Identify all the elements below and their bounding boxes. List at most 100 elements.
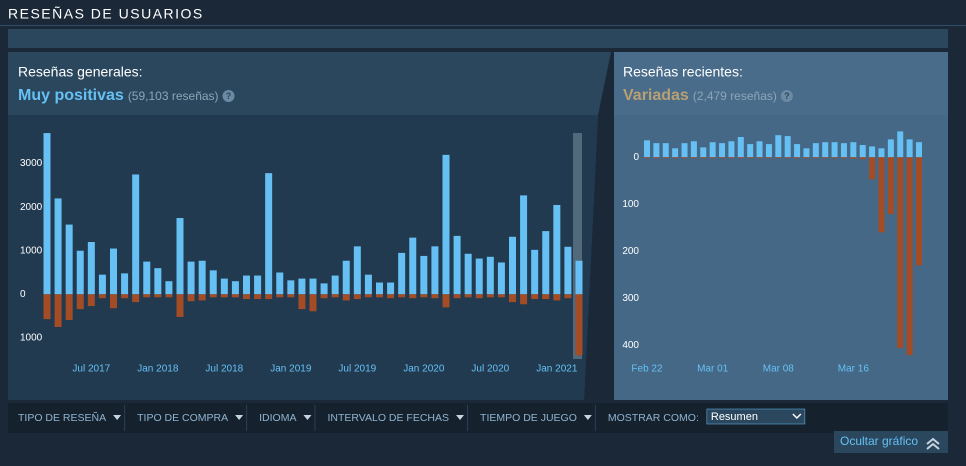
bar (859, 145, 866, 158)
top-strip (8, 29, 948, 48)
bar (719, 157, 726, 159)
bar (575, 260, 583, 295)
bar (132, 294, 140, 303)
bar (531, 249, 539, 295)
bar (887, 139, 894, 158)
bar (831, 157, 838, 159)
display-select-value[interactable]: Resumen (711, 411, 758, 423)
bar (176, 294, 184, 317)
bar (553, 204, 561, 295)
bar (209, 270, 217, 295)
bar (154, 268, 162, 295)
bar (420, 294, 428, 298)
hide-chart-button[interactable] (834, 431, 948, 453)
bar (376, 294, 383, 298)
bar (840, 143, 847, 158)
bar (719, 143, 726, 158)
bar (364, 274, 372, 295)
bar (464, 294, 472, 298)
bar (87, 294, 95, 307)
x-tick-label: Mar 08 (763, 364, 795, 375)
filter-separator (124, 405, 126, 431)
x-tick-label: Jan 2020 (403, 364, 445, 375)
bar (878, 157, 885, 233)
bar (681, 143, 688, 158)
filter-dropdown[interactable]: TIPO DE RESEÑA (18, 411, 106, 424)
bar (784, 157, 791, 159)
bar (209, 294, 217, 298)
bar (287, 280, 295, 295)
bar (76, 294, 84, 310)
bar (398, 294, 406, 298)
bar (794, 144, 801, 158)
x-tick-label: Feb 22 (631, 364, 663, 375)
bar (709, 142, 716, 158)
bar (43, 133, 51, 295)
bar (765, 157, 772, 159)
bar (220, 278, 228, 295)
bar (803, 148, 810, 158)
x-tick-label: Jul 2019 (338, 364, 376, 375)
bar (756, 141, 763, 158)
range-selector[interactable] (573, 133, 582, 359)
hide-chart-label[interactable]: Ocultar gráfico (840, 434, 918, 448)
bar (98, 294, 106, 299)
bar (906, 139, 913, 158)
bar (897, 157, 904, 349)
bar (176, 218, 184, 295)
y-tick-label: 1000 (20, 332, 43, 343)
bar (553, 294, 561, 301)
bar (520, 294, 528, 305)
bar (916, 157, 922, 266)
filter-dropdown[interactable]: TIEMPO DE JUEGO (480, 412, 577, 424)
bar (509, 236, 516, 295)
filter-separator (314, 405, 316, 431)
bar (653, 143, 660, 158)
bar (644, 140, 650, 158)
display-select[interactable] (706, 408, 806, 425)
bar (154, 294, 162, 298)
y-tick-label: 0 (633, 152, 639, 163)
filter-dropdown[interactable]: IDIOMA (259, 412, 296, 424)
bar (497, 294, 505, 298)
dropdown-arrow (113, 415, 122, 420)
filter-dropdown[interactable]: TIPO DE COMPRA (137, 412, 228, 424)
bar (431, 294, 439, 299)
bar (165, 281, 173, 295)
bar (916, 142, 922, 158)
bar (187, 261, 195, 295)
bar (765, 144, 772, 158)
bar (662, 157, 669, 159)
y-tick-label: 300 (622, 293, 639, 304)
bar (276, 294, 284, 298)
bar (564, 246, 572, 295)
bar (728, 157, 735, 159)
bar (700, 147, 707, 158)
bar (653, 157, 660, 159)
bar (672, 157, 679, 159)
collapse-icon[interactable] (926, 437, 940, 450)
bar (531, 294, 539, 300)
bar (497, 262, 505, 295)
x-tick-label: Jul 2020 (471, 364, 509, 375)
bar (387, 294, 395, 299)
bar (409, 294, 417, 299)
bar (509, 294, 516, 303)
summary-title: Reseñas generales: (18, 64, 143, 80)
y-tick-label: 200 (622, 246, 639, 257)
bar (431, 246, 439, 295)
select-arrow (792, 413, 802, 420)
y-tick-label: 0 (20, 289, 26, 300)
help-icon-bg[interactable] (780, 90, 793, 102)
bar (420, 255, 428, 295)
bar (840, 157, 847, 159)
bar (65, 294, 73, 320)
bar (794, 157, 801, 159)
bar (98, 274, 106, 295)
help-icon-bg[interactable] (222, 90, 235, 102)
bar (353, 246, 361, 295)
x-tick-label: Jan 2021 (536, 364, 578, 375)
filter-dropdown[interactable]: INTERVALO DE FECHAS (327, 412, 449, 424)
review-count: (2,479 reseñas) (693, 89, 777, 103)
